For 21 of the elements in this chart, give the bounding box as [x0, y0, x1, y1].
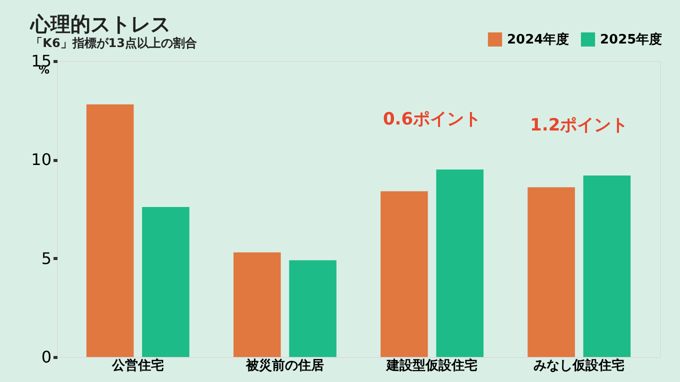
bar — [528, 187, 575, 357]
y-tick-label: 0 — [41, 348, 52, 366]
bar — [233, 252, 281, 357]
x-tick-label: 被災前の住居 — [244, 358, 324, 374]
bar — [436, 170, 484, 357]
annotation: 1.2ポイント — [530, 115, 628, 136]
bar — [380, 191, 428, 357]
y-tick-label: 10 — [31, 150, 52, 170]
x-tick-label: 公営住宅 — [110, 358, 164, 374]
bar — [583, 175, 631, 357]
legend-label: 2024年度 — [507, 31, 570, 48]
chart-title: 心理的ストレス — [30, 12, 171, 36]
x-tick-label: 建設型仮設住宅 — [386, 358, 478, 374]
bar — [142, 207, 190, 357]
annotation: 0.6ポイント — [382, 110, 482, 130]
y-tick-label: 5 — [41, 248, 52, 268]
legend-label: 2025年度 — [600, 31, 662, 48]
x-tick-label: みなし仮設住宅 — [534, 358, 625, 374]
bar — [86, 104, 134, 357]
bar — [289, 260, 336, 357]
chart-subtitle: 「K6」指標が13点以上の割合 — [30, 36, 198, 50]
